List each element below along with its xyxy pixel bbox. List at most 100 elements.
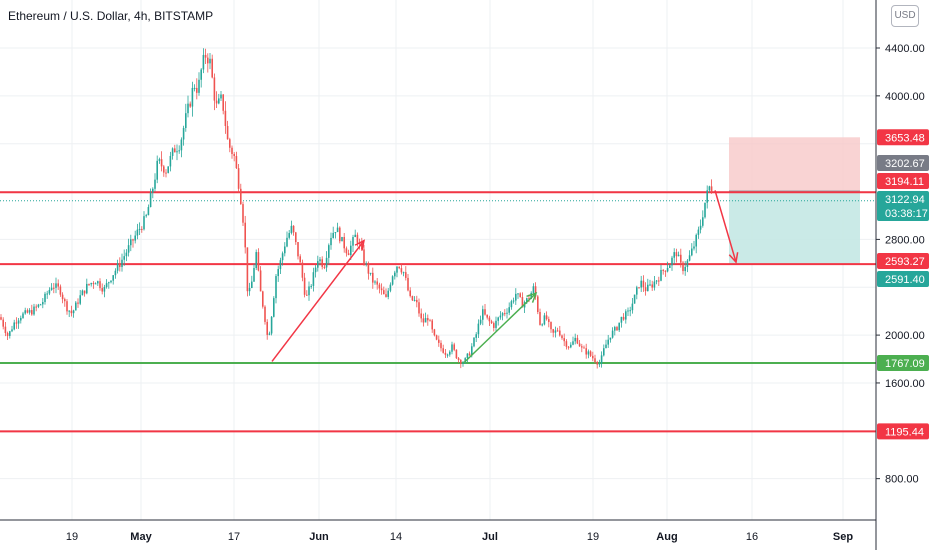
candle-body (209, 58, 211, 64)
candle-body (488, 317, 491, 322)
candle-body (191, 87, 194, 107)
candle-body (429, 320, 431, 322)
candle-body (187, 103, 189, 114)
candle-body (413, 299, 416, 301)
candle-body (589, 351, 592, 356)
candle-body (528, 298, 530, 300)
candle-body (556, 330, 559, 332)
candle-body (253, 268, 255, 282)
candle-body (625, 311, 627, 320)
candle-body (218, 98, 220, 104)
candle-body (299, 256, 301, 263)
candle-body (328, 245, 330, 258)
candle-body (343, 237, 345, 249)
candle-body (163, 166, 165, 173)
candle-body (418, 302, 420, 314)
currency-button[interactable]: USD (891, 5, 919, 27)
candle-body (165, 172, 167, 174)
candle-body (189, 103, 191, 107)
candle-body (83, 290, 86, 294)
candle-body (559, 330, 561, 336)
candle-body (396, 266, 398, 273)
candle-body (539, 311, 541, 325)
candle-body (81, 290, 84, 296)
candle-body (369, 272, 372, 274)
candle-body (112, 275, 114, 281)
candle-body (37, 304, 40, 307)
candle-body (143, 216, 145, 230)
candle-body (297, 242, 299, 257)
candle-body (207, 57, 209, 64)
chart-title: Ethereum / U.S. Dollar, 4h, BITSTAMP (8, 9, 214, 23)
candle-body (270, 316, 273, 334)
candle-body (156, 160, 158, 180)
candle-body (583, 347, 585, 349)
candle-body (607, 339, 609, 345)
position-zones (729, 137, 860, 265)
candle-body (655, 280, 658, 282)
candle-body (101, 288, 103, 292)
candle-body (572, 341, 574, 345)
candle-body (55, 283, 57, 288)
candle-body (169, 155, 172, 167)
candle-body (17, 320, 20, 324)
candle-body (389, 284, 392, 291)
candle-body (506, 312, 508, 314)
candle-body (224, 110, 227, 126)
candle-body (321, 259, 323, 267)
candle-body (653, 281, 656, 288)
candle-body (266, 321, 268, 335)
candle-body (211, 58, 213, 78)
x-tick-label: Aug (656, 531, 677, 543)
price-label-text: 3653.48 (885, 132, 925, 144)
candle-body (339, 227, 341, 242)
candle-body (110, 280, 112, 283)
candle-body (306, 294, 308, 296)
candle-body (367, 263, 370, 274)
candle-body (402, 272, 405, 274)
candle-body (693, 246, 695, 249)
candle-body (618, 322, 620, 331)
candle-body (345, 248, 348, 254)
horizontal-levels (0, 191, 876, 433)
candle-body (240, 188, 242, 205)
candle-body (504, 313, 506, 315)
candle-body (611, 330, 614, 338)
candle-body (598, 363, 601, 365)
candle-body (642, 280, 645, 288)
x-tick-label: Jul (482, 531, 498, 543)
candle-body (435, 335, 438, 340)
candle-body (394, 272, 396, 277)
candle-body (130, 239, 132, 246)
candle-body (48, 289, 51, 294)
candle-body (424, 318, 427, 323)
candle-body (141, 228, 143, 230)
x-tick-label: 19 (587, 531, 599, 543)
trend-arrows (271, 190, 739, 364)
candle-body (391, 276, 394, 285)
candle-body (697, 229, 700, 235)
candle-body (530, 292, 532, 299)
candle-body (629, 310, 631, 312)
candle-body (70, 310, 73, 314)
candle-body (704, 202, 706, 218)
take-profit-zone (729, 191, 860, 265)
candle-body (341, 237, 343, 242)
candle-body (466, 353, 469, 359)
x-tick-label: Jun (309, 531, 329, 543)
candle-body (264, 306, 266, 322)
candle-body (574, 337, 576, 342)
candle-body (501, 313, 504, 316)
price-label-bg (877, 253, 929, 269)
candle-body (411, 296, 414, 301)
candle-body (123, 256, 125, 260)
candle-body (160, 159, 163, 167)
candle-body (585, 348, 587, 355)
candle-body (537, 296, 539, 312)
candle-body (471, 346, 473, 356)
candle-body (158, 159, 161, 161)
candle-body (119, 263, 121, 268)
